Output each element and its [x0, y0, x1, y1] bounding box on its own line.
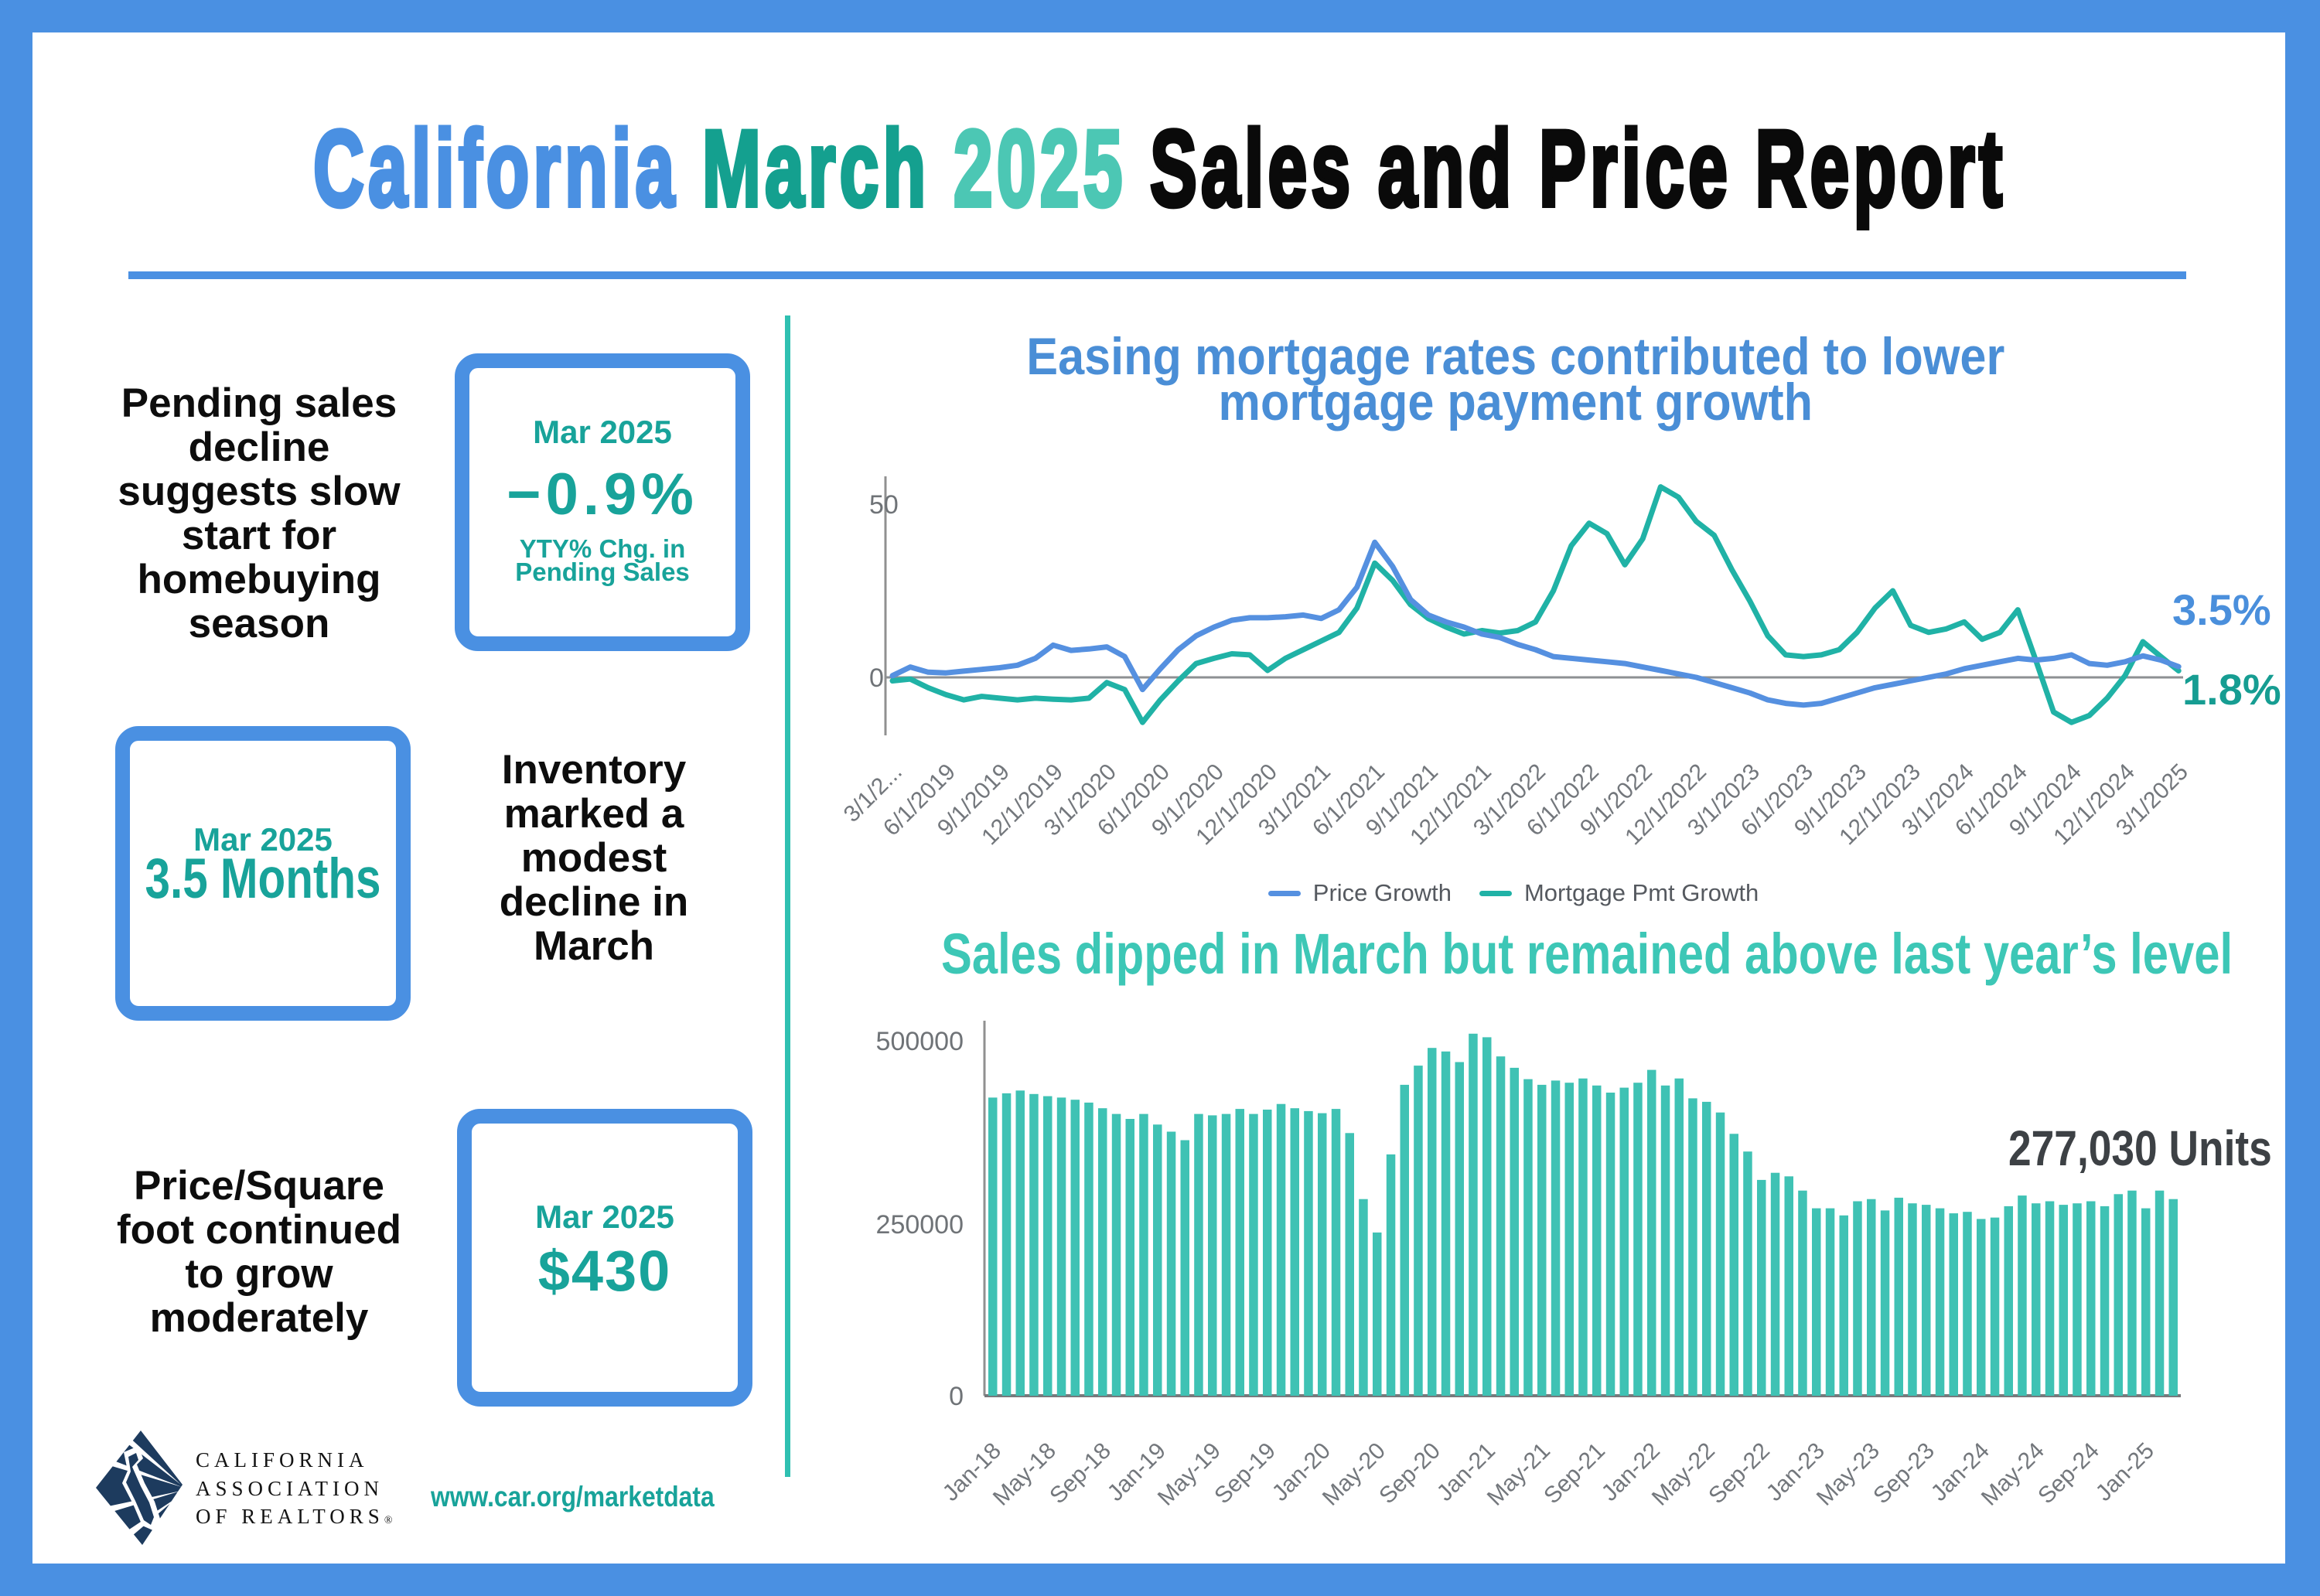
svg-text:0: 0 [869, 663, 884, 693]
svg-text:Sep-24: Sep-24 [2033, 1438, 2104, 1509]
svg-text:May-23: May-23 [1812, 1438, 1885, 1511]
svg-text:0: 0 [949, 1382, 964, 1411]
svg-text:Jan-25: Jan-25 [2091, 1438, 2159, 1506]
svg-text:Sep-18: Sep-18 [1045, 1438, 1116, 1509]
svg-text:Sep-23: Sep-23 [1868, 1438, 1940, 1509]
svg-text:250000: 250000 [876, 1210, 964, 1240]
svg-text:Sep-21: Sep-21 [1539, 1438, 1610, 1509]
svg-text:50: 50 [869, 490, 899, 520]
svg-text:Sep-22: Sep-22 [1704, 1438, 1775, 1509]
svg-text:May-18: May-18 [988, 1438, 1061, 1511]
svg-text:May-22: May-22 [1647, 1438, 1720, 1511]
svg-text:May-20: May-20 [1318, 1438, 1390, 1511]
svg-text:Sep-19: Sep-19 [1209, 1438, 1281, 1509]
svg-text:500000: 500000 [876, 1027, 964, 1056]
svg-text:Sep-20: Sep-20 [1374, 1438, 1445, 1509]
svg-text:May-19: May-19 [1153, 1438, 1226, 1511]
svg-text:May-21: May-21 [1482, 1438, 1555, 1511]
svg-text:May-24: May-24 [1977, 1438, 2049, 1511]
